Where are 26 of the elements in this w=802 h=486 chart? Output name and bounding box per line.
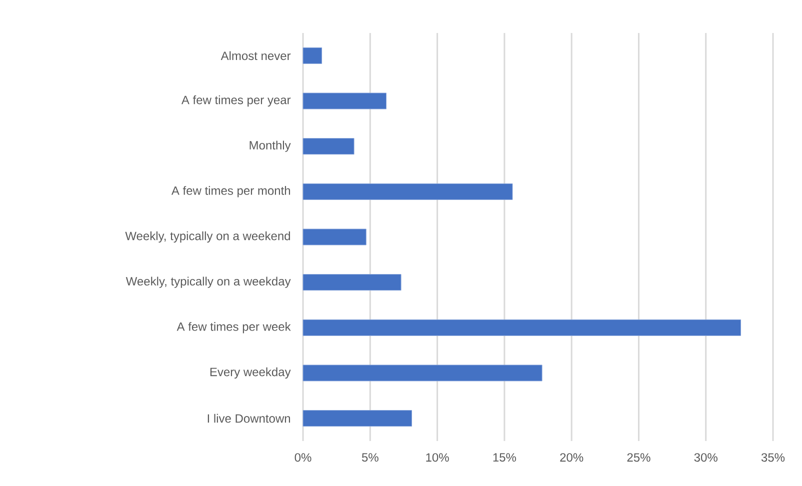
x-tick-label: 20% bbox=[560, 453, 584, 462]
y-tick-label: Weekly, typically on a weekday bbox=[126, 276, 291, 288]
bar bbox=[302, 47, 322, 64]
y-tick-label: Almost never bbox=[220, 51, 291, 60]
x-tick-label: 10% bbox=[426, 453, 449, 462]
x-tick-label: 25% bbox=[627, 453, 650, 462]
x-tick-label: 5% bbox=[362, 453, 378, 462]
bar bbox=[302, 228, 366, 246]
y-tick-label: I live Downtown bbox=[208, 414, 290, 423]
bar bbox=[302, 92, 387, 110]
x-tick-label: 0% bbox=[294, 453, 312, 462]
x-tick-label: 30% bbox=[694, 453, 718, 462]
y-tick-label: A few times per month bbox=[171, 186, 290, 198]
x-tick-label: 35% bbox=[761, 453, 785, 462]
bar bbox=[302, 138, 354, 155]
bar bbox=[302, 274, 402, 291]
x-tick-label: 15% bbox=[493, 453, 516, 462]
y-tick-label: A few times per week bbox=[176, 322, 291, 334]
y-tick-label: Weekly, typically on a weekend bbox=[125, 231, 290, 243]
bar bbox=[302, 183, 513, 200]
bar bbox=[302, 319, 742, 336]
bar bbox=[302, 364, 542, 382]
y-tick-label: A few times per year bbox=[181, 95, 291, 107]
bar bbox=[302, 410, 412, 427]
y-tick-label: Every weekday bbox=[210, 367, 291, 379]
y-tick-label: Monthly bbox=[250, 140, 291, 152]
